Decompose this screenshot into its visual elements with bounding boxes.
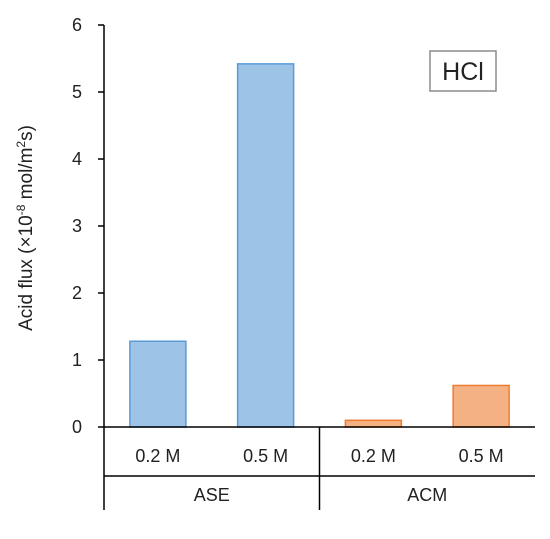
bar-ase-1 xyxy=(236,63,295,428)
bar-acm-3 xyxy=(452,384,510,428)
y-tick-labels: 0 1 2 3 4 5 6 xyxy=(72,15,82,437)
bar-acm-2 xyxy=(344,419,403,428)
x-category-label: 0.5 M xyxy=(243,446,288,466)
bar-series xyxy=(129,63,510,428)
y-tick-label: 0 xyxy=(72,417,82,437)
hcl-label-text: HCl xyxy=(442,58,484,86)
y-tick-label: 2 xyxy=(72,283,82,303)
y-axis-title-exponent: -8 xyxy=(14,204,28,215)
hcl-label-box: HCl xyxy=(429,50,497,92)
y-tick-label: 1 xyxy=(72,350,82,370)
bar-ase-0 xyxy=(129,340,187,428)
y-axis-title-unit: mol/m xyxy=(16,148,37,205)
hcl-label-frame xyxy=(429,50,497,92)
y-axis-title-unit-exponent: 2 xyxy=(14,141,28,148)
x-category-labels: 0.2 M 0.5 M 0.2 M 0.5 M xyxy=(135,446,503,466)
y-tick-label: 4 xyxy=(72,149,82,169)
y-tick-label: 6 xyxy=(72,15,82,35)
y-axis-title-main: Acid flux (×10 xyxy=(16,215,37,331)
x-category-label: 0.2 M xyxy=(135,446,180,466)
y-axis-title-tail: s) xyxy=(16,125,37,141)
x-group-labels: ASE ACM xyxy=(194,485,448,505)
chart-axes xyxy=(98,24,535,510)
y-tick-label: 5 xyxy=(72,82,82,102)
y-axis-title: Acid flux (×10-8 mol/m2s) xyxy=(14,125,37,331)
x-category-label: 0.5 M xyxy=(459,446,504,466)
x-group-label-acm: ACM xyxy=(407,485,447,505)
y-tick-label: 3 xyxy=(72,216,82,236)
x-group-label-ase: ASE xyxy=(194,485,230,505)
x-category-label: 0.2 M xyxy=(351,446,396,466)
